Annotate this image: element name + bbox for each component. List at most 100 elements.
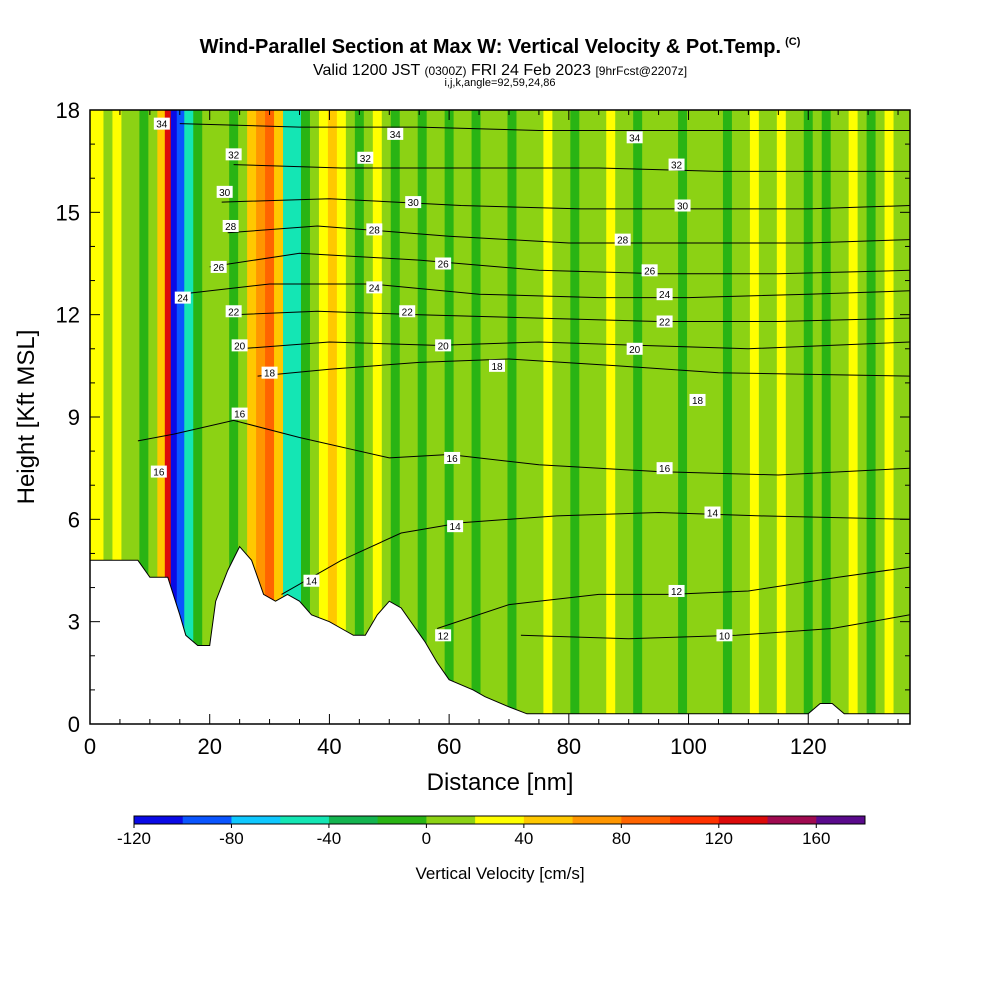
isentrope-24 <box>179 283 910 299</box>
colorbar-swatch <box>621 816 671 824</box>
velocity-column <box>776 110 787 724</box>
svg-text:32: 32 <box>671 161 683 172</box>
velocity-column <box>453 110 464 724</box>
isentrope-14 <box>281 511 910 595</box>
colorbar-swatch <box>670 816 720 824</box>
y-tick-label: 9 <box>68 405 80 430</box>
contour-label: 10 <box>716 629 733 642</box>
velocity-column <box>785 110 796 724</box>
colorbar: -120 -80 -40 0 40 80 120 160 <box>117 815 866 848</box>
isentropes <box>137 123 910 640</box>
velocity-column <box>139 110 149 724</box>
contour-label: 30 <box>405 196 422 209</box>
velocity-column <box>247 110 257 724</box>
contour-label: 22 <box>656 315 673 328</box>
velocity-column <box>893 110 904 724</box>
isentrope-28 <box>227 225 910 244</box>
x-tick-label: 120 <box>790 734 827 759</box>
colorbar-tick-label: -40 <box>317 829 342 848</box>
svg-text:14: 14 <box>306 577 318 588</box>
contour-label: 14 <box>447 520 464 533</box>
velocity-column <box>570 110 580 724</box>
velocity-column <box>148 110 158 724</box>
velocity-column <box>336 110 347 724</box>
velocity-column <box>713 110 724 724</box>
x-tick-label: 40 <box>317 734 341 759</box>
velocity-column <box>426 110 437 724</box>
colorbar-swatch <box>426 816 476 824</box>
svg-text:24: 24 <box>659 290 671 301</box>
velocity-column <box>884 110 895 724</box>
y-tick-label: 6 <box>68 507 80 532</box>
velocity-column <box>121 110 132 724</box>
colorbar-tick-label: 160 <box>802 829 830 848</box>
colorbar-swatch <box>328 816 379 824</box>
svg-text:18: 18 <box>491 362 503 373</box>
velocity-column <box>731 110 742 724</box>
contour-label: 24 <box>174 291 191 305</box>
svg-text:26: 26 <box>213 263 225 274</box>
velocity-column <box>354 110 365 724</box>
y-tick-label: 0 <box>68 712 80 737</box>
contour-label: 18 <box>489 359 506 373</box>
contour-label: 32 <box>668 158 685 172</box>
contour-label: 18 <box>261 366 278 380</box>
contour-label: 34 <box>153 117 170 131</box>
contour-label: 20 <box>231 339 248 352</box>
chart-title: Wind-Parallel Section at Max W: Vertical… <box>199 36 801 58</box>
svg-text:30: 30 <box>219 188 231 199</box>
contour-label: 28 <box>222 219 239 233</box>
contour-label: 28 <box>614 233 631 247</box>
contour-label: 30 <box>674 199 691 213</box>
contour-label: 16 <box>231 407 248 421</box>
svg-text:28: 28 <box>369 225 381 236</box>
contour-label: 16 <box>444 451 461 465</box>
velocity-column <box>857 110 868 724</box>
contour-label: 30 <box>216 185 233 199</box>
svg-text:22: 22 <box>228 307 240 318</box>
contour-label: 12 <box>435 629 452 642</box>
svg-text:10: 10 <box>719 631 731 642</box>
velocity-column <box>669 110 679 724</box>
svg-text:34: 34 <box>629 133 641 144</box>
contour-label: 22 <box>399 305 416 318</box>
velocity-column <box>103 110 114 724</box>
svg-text:14: 14 <box>707 509 719 520</box>
svg-text:18: 18 <box>692 396 704 407</box>
velocity-column <box>821 110 832 724</box>
x-tick-label: 100 <box>670 734 707 759</box>
colorbar-label: Vertical Velocity [cm/s] <box>415 864 585 883</box>
velocity-column <box>552 110 562 724</box>
velocity-column <box>292 110 302 724</box>
colorbar-tick-label: 0 <box>422 829 431 848</box>
colorbar-swatch <box>377 816 427 824</box>
isentrope-20 <box>239 341 910 350</box>
axes: 0 20 40 60 80 100 120 0 3 6 9 12 15 18 <box>56 98 910 759</box>
velocity-column <box>740 110 751 724</box>
x-tick-label: 0 <box>84 734 96 759</box>
svg-text:34: 34 <box>390 130 402 141</box>
isentrope-18 <box>257 358 910 377</box>
svg-text:16: 16 <box>234 410 246 421</box>
y-tick-label: 15 <box>56 200 80 225</box>
colorbar-swatch <box>816 816 866 824</box>
svg-text:22: 22 <box>402 307 414 318</box>
svg-text:26: 26 <box>438 260 450 271</box>
y-tick-label: 18 <box>56 98 80 123</box>
colorbar-swatch <box>475 816 525 824</box>
velocity-column <box>274 110 284 724</box>
velocity-column <box>112 110 123 724</box>
velocity-column <box>516 110 527 724</box>
y-tick-label: 12 <box>56 303 80 328</box>
contour-label: 32 <box>225 148 242 161</box>
x-tick-label: 60 <box>437 734 461 759</box>
colorbar-swatch <box>280 816 330 824</box>
velocity-column <box>579 110 589 724</box>
velocity-column <box>170 110 178 724</box>
svg-text:20: 20 <box>438 341 450 352</box>
velocity-column <box>462 110 473 724</box>
contour-label: 14 <box>303 574 320 588</box>
velocity-column <box>651 110 661 724</box>
velocity-column <box>372 110 383 724</box>
